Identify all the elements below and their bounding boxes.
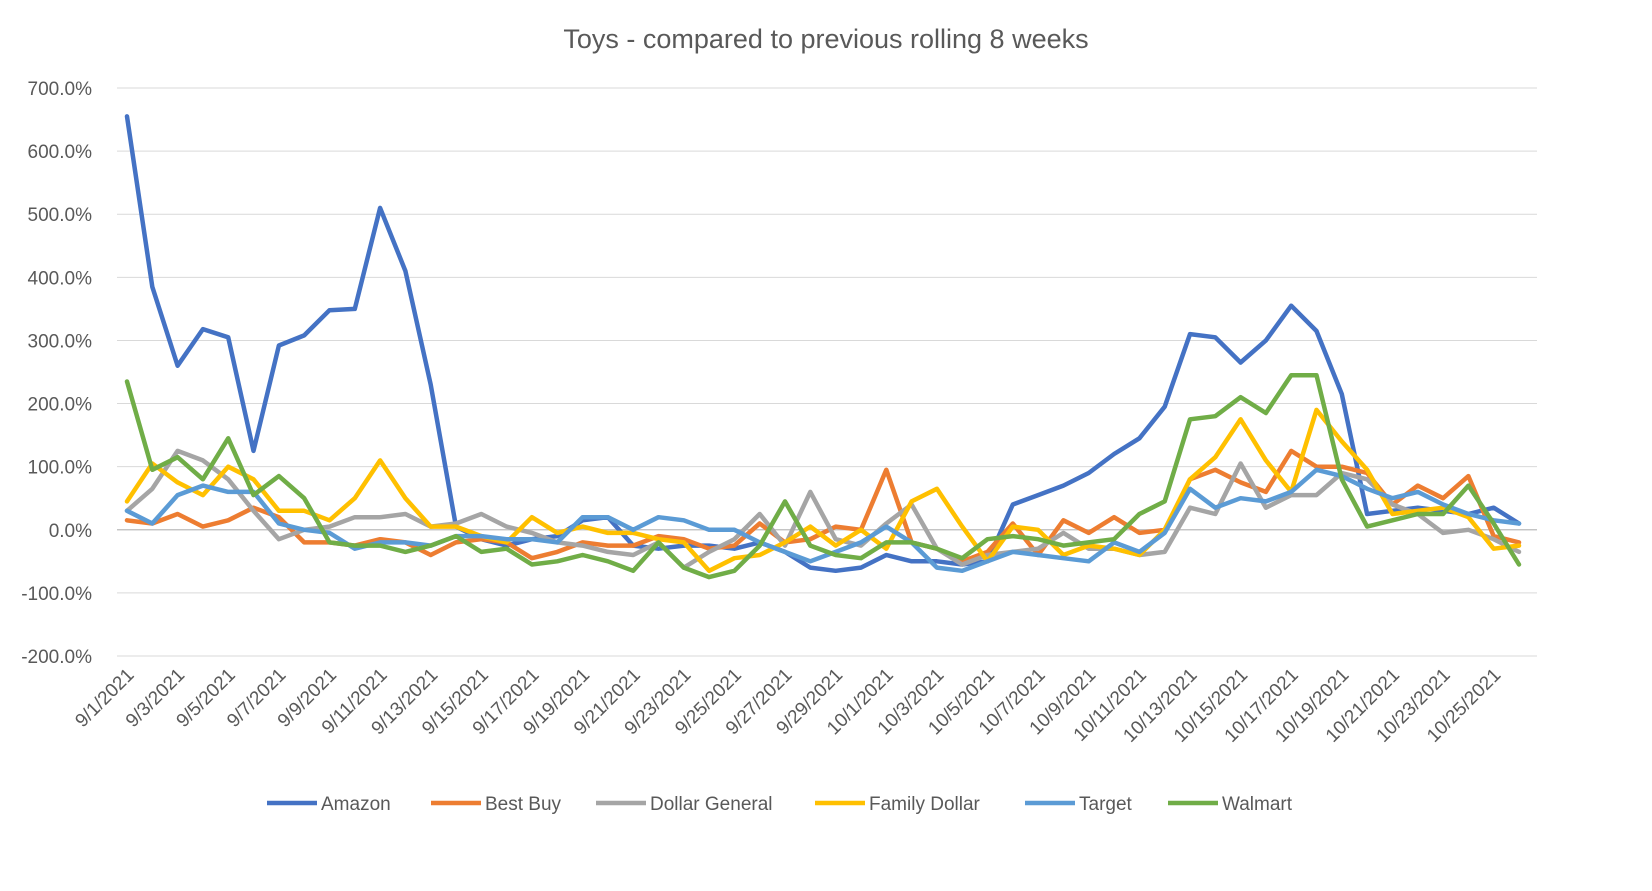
legend-label: Family Dollar — [869, 794, 981, 815]
legend-item-amazon: Amazon — [267, 794, 391, 815]
legend: Amazon Best Buy Dollar General Family Dolla… — [267, 794, 1293, 815]
legend-label: Walmart — [1222, 794, 1293, 815]
y-tick-label: 500.0% — [28, 205, 93, 226]
series-line-amazon — [124, 114, 1522, 574]
legend-item-target: Target — [1025, 794, 1133, 815]
legend-label: Dollar General — [650, 794, 773, 815]
legend-item-family-dollar: Family Dollar — [815, 794, 981, 815]
legend-item-walmart: Walmart — [1168, 794, 1293, 815]
legend-label: Target — [1079, 794, 1133, 815]
y-tick-label: 600.0% — [28, 142, 93, 163]
legend-label: Amazon — [321, 794, 391, 815]
y-axis-tick-labels: -200.0% -100.0% 0.0% 100.0% 200.0% 300.0% 400.… — [21, 79, 92, 668]
series-line-walmart — [124, 372, 1522, 580]
y-tick-label: 400.0% — [28, 268, 93, 289]
x-axis-tick-labels: 9/1/20219/3/20219/5/20219/7/20219/9/2021… — [71, 665, 1505, 747]
y-tick-label: 0.0% — [49, 521, 92, 542]
series-line-family-dollar — [124, 407, 1522, 574]
legend-item-best-buy: Best Buy — [431, 794, 562, 815]
series-lines — [124, 114, 1522, 580]
legend-item-dollar-general: Dollar General — [596, 794, 773, 815]
legend-label: Best Buy — [485, 794, 562, 815]
series-line-dollar-general — [124, 448, 1522, 570]
y-tick-label: 300.0% — [28, 331, 93, 352]
y-tick-label: 200.0% — [28, 395, 93, 416]
y-tick-label: 700.0% — [28, 79, 93, 100]
y-tick-label: -100.0% — [21, 584, 92, 605]
y-tick-label: -200.0% — [21, 647, 92, 668]
y-tick-label: 100.0% — [28, 458, 93, 479]
chart-title: Toys - compared to previous rolling 8 we… — [563, 24, 1088, 54]
